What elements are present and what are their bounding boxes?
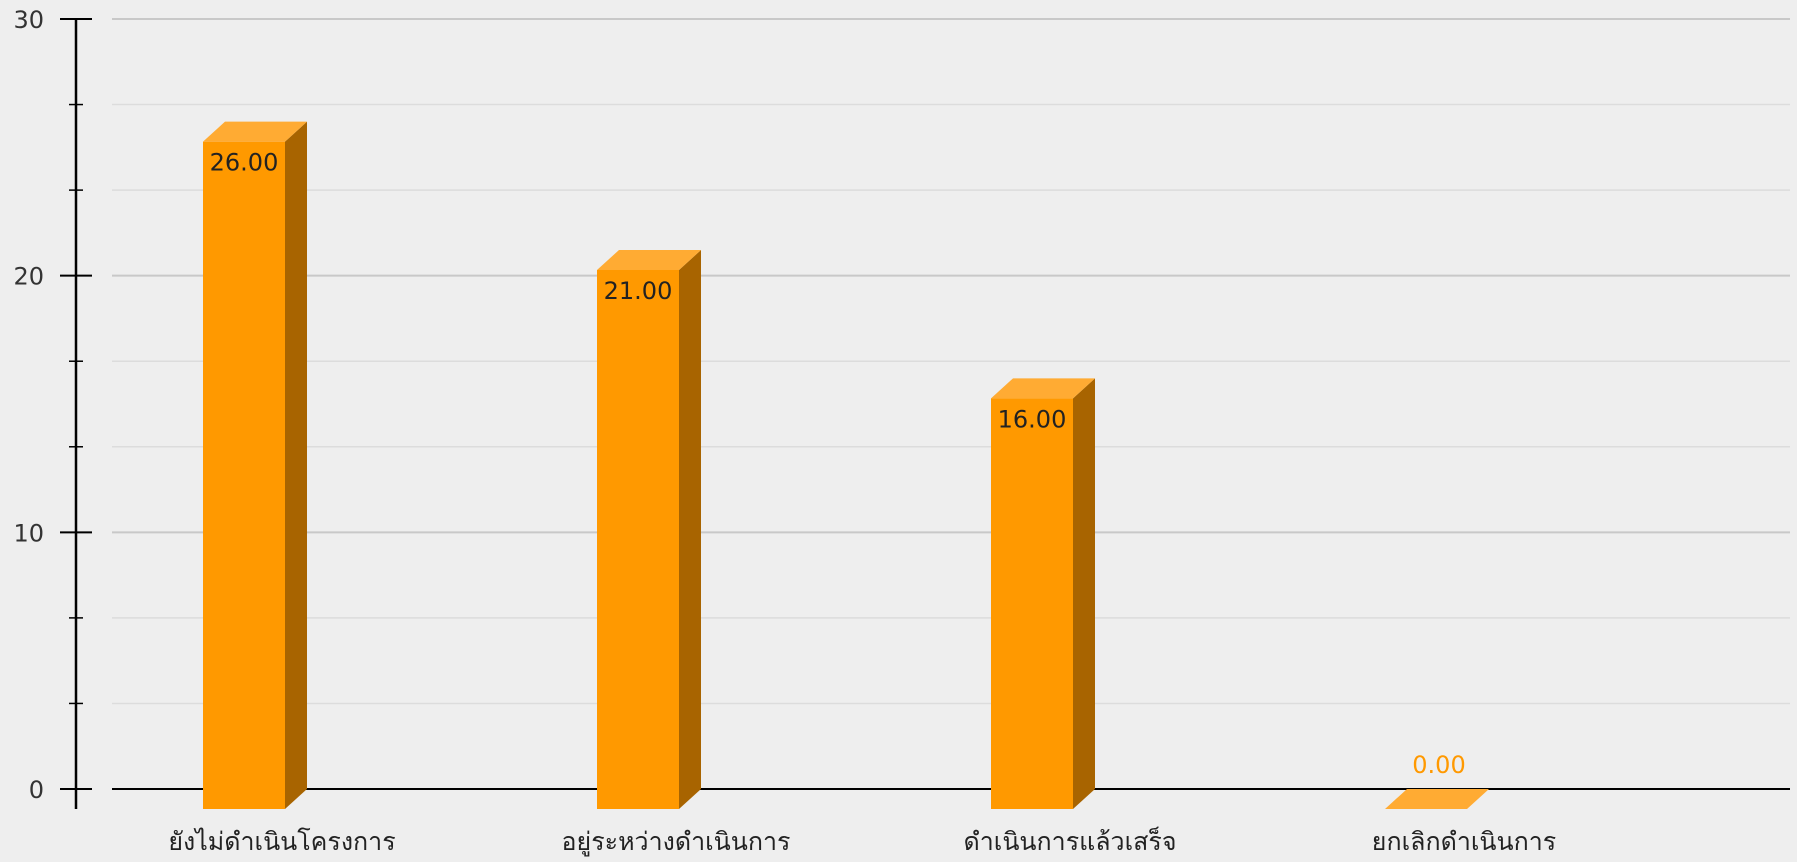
y-tick-label: 10 — [13, 519, 44, 547]
bar-top-face — [597, 250, 701, 270]
bar-front-face — [203, 141, 285, 809]
y-tick-label: 20 — [13, 263, 44, 291]
bar: 16.00 ดำเนินการแล้วเสร็จ — [964, 378, 1177, 856]
bar: 0.00 ยกเลิกดำเนินการ — [1372, 751, 1556, 856]
x-category-label: อยู่ระหว่างดำเนินการ — [562, 827, 791, 857]
bar-top-face — [203, 121, 307, 142]
bar: 21.00 อยู่ระหว่างดำเนินการ — [562, 250, 791, 857]
bar-top-face — [1385, 789, 1489, 809]
bar-data-label: 16.00 — [998, 405, 1067, 433]
bars: 26.00 ยังไม่ดำเนินโครงการ 21.00 อยู่ระหว่าง… — [168, 121, 1556, 857]
bar-data-label: 26.00 — [210, 149, 279, 177]
bar-top-face — [991, 378, 1095, 399]
x-category-label: ยังไม่ดำเนินโครงการ — [168, 827, 395, 856]
bar-side-face — [679, 250, 701, 809]
x-category-label: ดำเนินการแล้วเสร็จ — [964, 826, 1177, 856]
bar: 26.00 ยังไม่ดำเนินโครงการ — [168, 121, 396, 856]
y-tick-label: 0 — [29, 776, 44, 804]
bar-front-face — [597, 270, 679, 809]
x-category-label: ยกเลิกดำเนินการ — [1372, 827, 1556, 856]
y-tick-label: 30 — [13, 6, 44, 34]
bar-front-face — [991, 398, 1073, 809]
bar-side-face — [285, 121, 307, 809]
bar-data-label: 0.00 — [1412, 751, 1465, 779]
bar-side-face — [1073, 378, 1095, 809]
bar-data-label: 21.00 — [604, 277, 673, 305]
